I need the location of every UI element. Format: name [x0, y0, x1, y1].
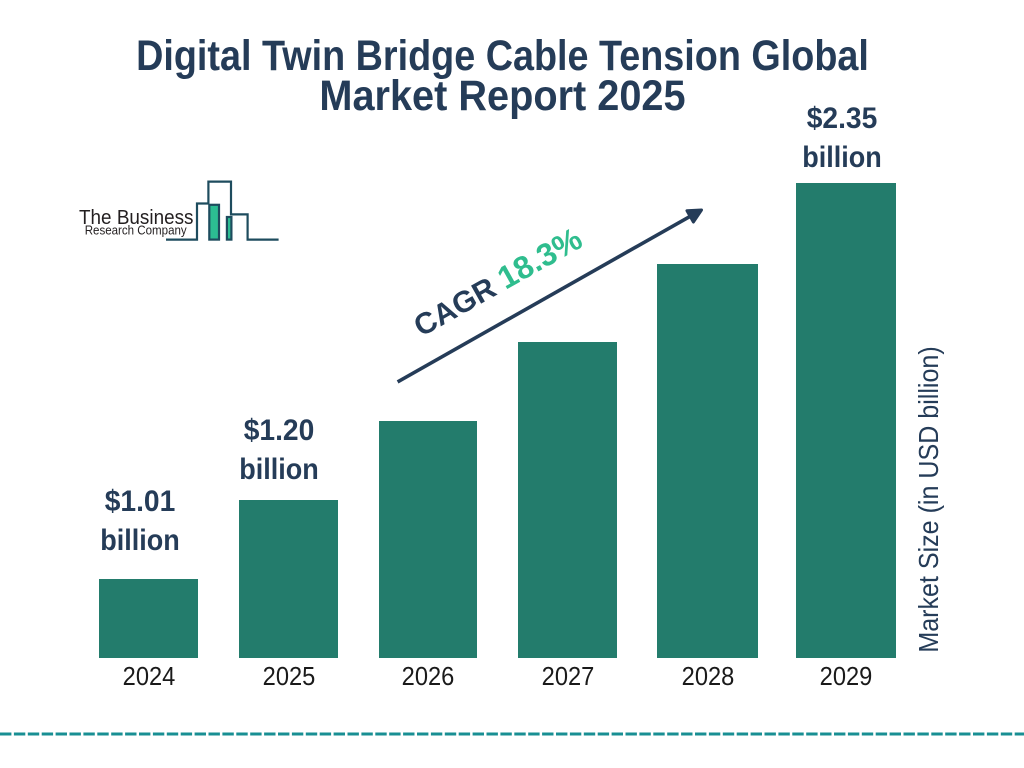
svg-text:The Business: The Business: [79, 206, 194, 229]
svg-text:Research Company: Research Company: [85, 222, 187, 237]
